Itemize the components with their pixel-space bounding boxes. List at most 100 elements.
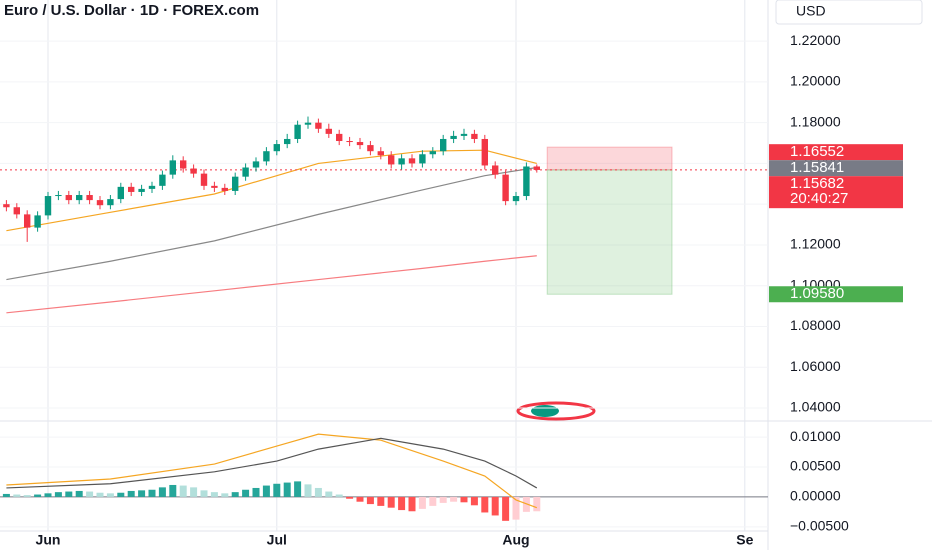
price-tag-label: 1.16552	[790, 143, 844, 160]
histogram-bar	[366, 496, 374, 505]
histogram-bar	[398, 496, 406, 511]
histogram-bar	[314, 487, 322, 497]
candle-body	[502, 174, 509, 202]
histogram-bar	[169, 484, 177, 497]
countdown: 20:40:27	[790, 190, 848, 207]
histogram-bar	[429, 496, 437, 506]
histogram-bar	[221, 493, 229, 497]
histogram-bar	[356, 496, 364, 502]
histogram-bar	[13, 494, 21, 497]
histogram-bar	[335, 494, 343, 497]
histogram-bar	[304, 484, 312, 497]
candle-body	[481, 138, 489, 166]
histogram-bar	[200, 490, 208, 497]
y-tick-label: 1.18000	[790, 113, 841, 129]
candle-body	[346, 141, 353, 143]
histogram-bar	[106, 493, 114, 497]
candle-body	[523, 166, 530, 197]
histogram-bar	[242, 489, 250, 497]
histogram-bar	[138, 490, 146, 497]
candle-body	[492, 165, 499, 175]
x-tick-label: Se	[736, 532, 753, 548]
candle-body	[533, 166, 541, 170]
histogram-bar	[377, 496, 385, 506]
candle-body	[419, 154, 426, 164]
candle-body	[211, 185, 218, 188]
price-tag	[769, 176, 903, 209]
histogram-bar	[96, 492, 104, 497]
histogram-bar	[127, 490, 135, 497]
y-tick-label: 1.04000	[790, 399, 841, 415]
histogram-bar	[23, 495, 31, 497]
histogram-bar	[2, 493, 10, 497]
histogram-bar	[418, 496, 426, 509]
candle-body	[440, 138, 447, 152]
stop-zone	[546, 146, 673, 171]
indicator-line	[6, 166, 537, 281]
histogram-bar	[491, 496, 499, 516]
currency: USD	[796, 3, 826, 19]
histogram-bar	[450, 496, 458, 502]
candle-body	[377, 151, 385, 156]
candle-body	[200, 173, 208, 186]
y-tick-label: 1.20000	[790, 73, 841, 89]
candle-body	[367, 145, 374, 152]
candle-body	[471, 133, 478, 139]
candle-body	[117, 186, 124, 200]
histogram-bar	[283, 482, 291, 497]
histogram-bar	[75, 490, 83, 497]
candle-body	[159, 174, 166, 186]
histogram-bar	[325, 491, 333, 497]
histogram-bar	[86, 491, 94, 497]
candle-body	[242, 167, 249, 177]
candle-body	[388, 155, 395, 165]
candle-body	[252, 161, 260, 168]
chart-title: Euro / U.S. Dollar · 1D · FOREX.com	[4, 2, 259, 19]
histogram-bar	[54, 492, 62, 497]
candle-body	[304, 122, 312, 125]
histogram-bar	[460, 496, 468, 503]
candle-body	[107, 199, 114, 206]
candle-body	[294, 124, 301, 139]
candle-body	[75, 195, 83, 201]
price-tag	[769, 144, 903, 161]
y-tick-label: 1.22000	[790, 32, 841, 48]
histogram-bar	[148, 489, 156, 497]
candle-body	[263, 151, 270, 162]
candle-body	[169, 160, 176, 175]
indicator-line	[6, 433, 538, 509]
candle-body	[429, 151, 437, 155]
candle-body	[315, 122, 322, 129]
candle-body	[221, 187, 228, 191]
histogram-bar	[470, 496, 478, 506]
candle-body	[179, 160, 187, 169]
histogram-bar	[231, 492, 239, 497]
candle-body	[34, 215, 41, 228]
histogram-bar	[65, 491, 73, 497]
candle-body	[460, 133, 468, 136]
indicator-line	[6, 437, 538, 489]
histogram-bar	[408, 496, 416, 512]
candle-body	[127, 186, 135, 192]
candle-body	[55, 195, 62, 197]
candle-body	[96, 200, 104, 206]
candle-body	[3, 204, 10, 208]
candle-body	[398, 158, 405, 165]
indicator-line	[6, 255, 537, 314]
currency-box[interactable]	[775, 0, 923, 25]
histogram-bar	[44, 493, 52, 497]
y-tick-label: 0.01000	[790, 428, 841, 444]
y-tick-label: 0.00000	[790, 488, 841, 504]
candle-body	[231, 176, 239, 191]
histogram-bar	[179, 485, 187, 497]
candle-body	[450, 135, 457, 139]
candle-body	[65, 195, 72, 201]
price-tag	[769, 160, 903, 177]
candle-body	[148, 185, 156, 189]
histogram-bar	[273, 483, 281, 497]
watermark-logo	[516, 401, 596, 421]
histogram-bar	[439, 496, 447, 503]
x-tick-label: Jul	[267, 532, 287, 548]
